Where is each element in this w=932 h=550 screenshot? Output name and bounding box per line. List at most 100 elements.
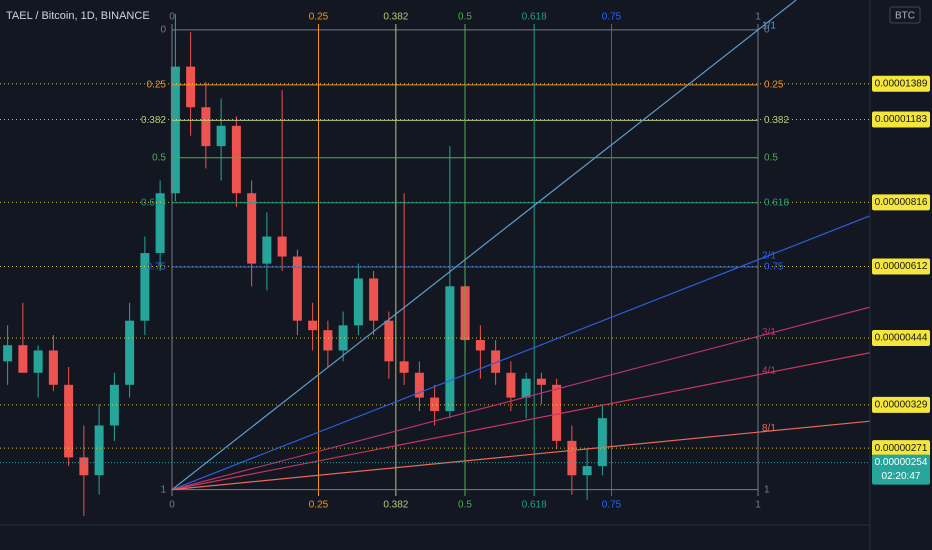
fib-time-label: 0.5 <box>458 12 472 23</box>
fib-price-label: 0.5 <box>764 152 778 163</box>
price-tag <box>872 111 930 128</box>
fib-time-label: 0.618 <box>522 500 547 511</box>
candle-body <box>48 350 58 385</box>
candle-body <box>399 361 409 373</box>
fib-price-label: 0.75 <box>764 262 784 273</box>
gann-fan-label: 4/1 <box>762 365 776 376</box>
candle-body <box>140 253 150 321</box>
price-tag <box>872 440 930 457</box>
price-tag-label: 0.00000444 <box>875 333 928 344</box>
currency-badge[interactable] <box>889 6 921 24</box>
candle-body <box>64 384 74 458</box>
last-price-label: 0.00000254 <box>875 457 928 468</box>
candle-body <box>292 256 302 321</box>
candle-body <box>231 125 241 194</box>
price-tag <box>872 258 930 275</box>
price-tag-label: 0.00001389 <box>875 78 928 89</box>
candle-body <box>94 425 104 476</box>
fib-price-label: 1 <box>160 484 166 495</box>
fib-time-label: 0.382 <box>383 12 408 23</box>
candle-body <box>125 320 135 385</box>
candle-body <box>384 320 394 362</box>
chart-title: TAEL / Bitcoin, 1D, BINANCE <box>6 10 150 22</box>
candle-body <box>353 278 363 326</box>
candle-body <box>186 66 196 108</box>
candle-body <box>247 193 257 264</box>
fib-price-label: 0.25 <box>764 79 784 90</box>
fib-price-label: 0 <box>764 25 770 36</box>
candle-body <box>597 418 607 467</box>
candle-body <box>3 345 13 362</box>
candle-body <box>33 350 43 373</box>
candle-body <box>277 236 287 257</box>
fib-time-label: 0.25 <box>309 500 329 511</box>
gann-fan-line <box>171 215 871 491</box>
fib-time-label: 1 <box>755 12 761 23</box>
candle-body <box>79 457 89 476</box>
gann-fan-line <box>171 0 797 491</box>
fib-price-label: 0.382 <box>764 115 789 126</box>
candle-body <box>491 350 501 373</box>
gann-fan-line <box>171 306 871 491</box>
candle-body <box>323 330 333 351</box>
fib-time-label: 0.382 <box>383 500 408 511</box>
fib-time-label: 0.5 <box>458 500 472 511</box>
fib-time-label: 0.618 <box>522 12 547 23</box>
candle-body <box>536 378 546 385</box>
candle-body <box>445 286 455 412</box>
candle-body <box>262 236 272 264</box>
price-tag-label: 0.00000612 <box>875 261 928 272</box>
fib-time-label: 0 <box>169 12 175 23</box>
candle-body <box>567 440 577 476</box>
candle-body <box>552 384 562 441</box>
fib-time-label: 0 <box>169 500 175 511</box>
fib-price-label: 0.382 <box>141 115 166 126</box>
fib-price-label: 0.25 <box>147 79 167 90</box>
price-tag <box>872 194 930 211</box>
candle-body <box>216 125 226 147</box>
fib-time-label: 0.75 <box>602 12 622 23</box>
candle-body <box>369 278 379 321</box>
fib-price-label: 0.75 <box>147 262 167 273</box>
candle-body <box>338 325 348 351</box>
fib-time-label: 0.25 <box>309 12 329 23</box>
candle-body <box>201 107 211 147</box>
fib-price-label: 0 <box>160 25 166 36</box>
fib-time-label: 0.75 <box>602 500 622 511</box>
candle-body <box>430 397 440 412</box>
gann-fan-label: 1/1 <box>762 21 776 32</box>
price-tag <box>872 396 930 413</box>
candle-body <box>582 466 592 476</box>
price-tag-label: 0.00001183 <box>875 114 928 125</box>
price-tag <box>872 75 930 92</box>
candle-body <box>308 320 318 331</box>
price-tag-label: 0.00000271 <box>875 443 928 454</box>
candle-body <box>521 378 531 398</box>
gann-fan-label: 8/1 <box>762 423 776 434</box>
fib-price-label: 0.5 <box>152 152 166 163</box>
gann-fan-line <box>171 420 871 491</box>
candle-body <box>414 372 424 398</box>
axes: 0.00001389 0.00001183 0.00000816 0.00000612… <box>872 75 930 485</box>
currency: BTC <box>895 11 915 22</box>
gann-fan-line <box>171 352 871 491</box>
fib-price-label: 0.618 <box>764 197 789 208</box>
last-price-tag <box>872 454 930 485</box>
gann-fan-label: 2/1 <box>762 250 776 261</box>
fib-price-label: 1 <box>764 484 770 495</box>
countdown: 02:20:47 <box>882 471 921 482</box>
price-tag-label: 0.00000329 <box>875 400 928 411</box>
fib-price-label: 0.618 <box>141 197 166 208</box>
candle-body <box>506 372 516 398</box>
candle-body <box>475 340 485 351</box>
candle-body <box>109 384 119 426</box>
candle-body <box>155 193 165 254</box>
fib-time-label: 1 <box>755 500 761 511</box>
gann-fan-label: 3/1 <box>762 327 776 338</box>
price-tag-label: 0.00000816 <box>875 197 928 208</box>
candle-body <box>170 66 180 194</box>
price-tag <box>872 330 930 347</box>
